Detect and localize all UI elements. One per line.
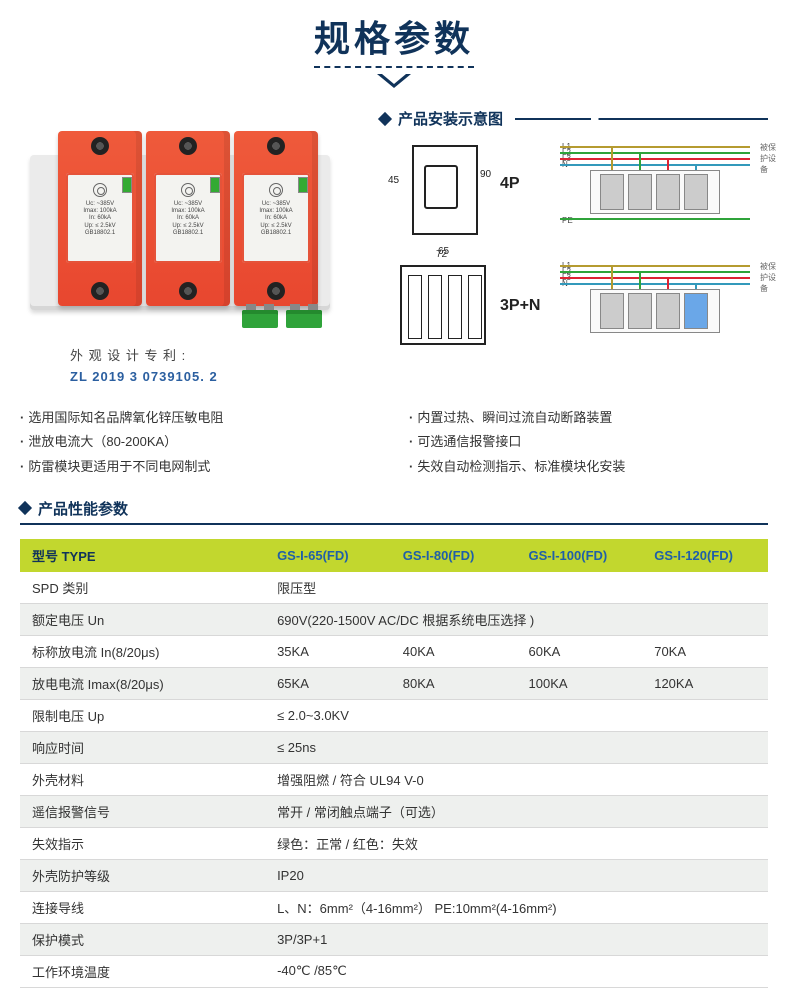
product-illustration: Uc: ~385V Imax: 100kA In: 60kA Up: ≤ 2.5… (30, 108, 330, 328)
spec-header-type: 型号 TYPE (20, 539, 265, 572)
spec-key: 工作环境温度 (20, 955, 265, 987)
spec-key: 连接导线 (20, 891, 265, 923)
dimension-diagram-3pn: 72 3P+N (380, 259, 530, 359)
spec-key: 响应时间 (20, 731, 265, 763)
plate-uc: Uc: ~385V (70, 201, 130, 208)
install-heading: 产品安装示意图 (380, 108, 768, 129)
spec-row: 标称放电流 In(8/20μs)35KA40KA60KA70KA (20, 635, 768, 667)
label-4p: 4P (500, 175, 520, 193)
plate-std: GB18802.1 (70, 230, 130, 237)
spec-key: 保护模式 (20, 923, 265, 955)
title-block: 规格参数 (20, 0, 768, 94)
wiring-diagram-4p: L1 L2 L3 N PE 被保护设备 (560, 140, 760, 240)
spec-value: IP20 (265, 859, 768, 891)
spec-value: 100KA (517, 667, 643, 699)
spec-row: 限制电压 Up≤ 2.0~3.0KV (20, 699, 768, 731)
spec-value: 35KA (265, 635, 391, 667)
spec-value: 65KA (265, 667, 391, 699)
spec-value: 120KA (642, 667, 768, 699)
spec-key: 外壳材料 (20, 763, 265, 795)
wiring-diagram-3pn: L1 L2 L3 N 被保护设备 (560, 259, 760, 359)
dim-4p-left: 45 (388, 175, 399, 186)
feature-item: 失效自动检测指示、标准模块化安装 (409, 455, 768, 480)
spec-key: 额定电压 Un (20, 603, 265, 635)
spec-heading: 产品性能参数 (20, 498, 768, 519)
patent-number: ZL 2019 3 0739105. 2 (70, 367, 360, 388)
feature-item: 防雷模块更适用于不同电网制式 (20, 455, 379, 480)
plate-in: In: 60kA (70, 215, 130, 222)
spec-key: 遥信报警信号 (20, 795, 265, 827)
spec-value: L、N：6mm²（4-16mm²） PE:10mm²(4-16mm²) (265, 891, 768, 923)
spec-row: 失效指示绿色：正常 / 红色：失效 (20, 827, 768, 859)
feature-list-right: 内置过热、瞬间过流自动断路装置 可选通信报警接口 失效自动检测指示、标准模块化安… (409, 406, 768, 480)
spec-value: 40KA (391, 635, 517, 667)
spec-value: 3P/3P+1 (265, 923, 768, 955)
spec-value: ≤ 2.0~3.0KV (265, 699, 768, 731)
feature-item: 泄放电流大（80-200KA） (20, 430, 379, 455)
feature-item: 可选通信报警接口 (409, 430, 768, 455)
spec-value: 690V(220-1500V AC/DC 根据系统电压选择 ) (265, 603, 768, 635)
spec-header-model: GS-I-120(FD) (642, 539, 768, 572)
label-3pn: 3P+N (500, 297, 540, 315)
spec-header-model: GS-I-65(FD) (265, 539, 391, 572)
spec-heading-text: 产品性能参数 (38, 498, 128, 519)
diamond-icon (18, 501, 32, 515)
feature-item: 选用国际知名品牌氧化锌压敏电阻 (20, 406, 379, 431)
spec-row: SPD 类别限压型 (20, 572, 768, 604)
spec-header-model: GS-I-100(FD) (517, 539, 643, 572)
dim-4p-right: 90 (480, 169, 491, 180)
spec-key: 标称放电流 In(8/20μs) (20, 635, 265, 667)
diamond-icon (378, 111, 392, 125)
spec-row: 遥信报警信号常开 / 常闭触点端子（可选） (20, 795, 768, 827)
spec-row: 额定电压 Un690V(220-1500V AC/DC 根据系统电压选择 ) (20, 603, 768, 635)
title-arrow-icon (377, 74, 411, 90)
spec-row: 连接导线L、N：6mm²（4-16mm²） PE:10mm²(4-16mm²) (20, 891, 768, 923)
spec-value: 增强阻燃 / 符合 UL94 V-0 (265, 763, 768, 795)
spec-value: -40℃ /85℃ (265, 955, 768, 987)
spec-table: 型号 TYPE GS-I-65(FD) GS-I-80(FD) GS-I-100… (20, 539, 768, 988)
spec-value: 绿色：正常 / 红色：失效 (265, 827, 768, 859)
page-title: 规格参数 (314, 10, 474, 68)
spec-value: 60KA (517, 635, 643, 667)
spec-key: 失效指示 (20, 827, 265, 859)
patent-info: 外 观 设 计 专 利 : ZL 2019 3 0739105. 2 (70, 346, 360, 388)
spec-value: 80KA (391, 667, 517, 699)
spec-row: 外壳材料增强阻燃 / 符合 UL94 V-0 (20, 763, 768, 795)
spec-value: 常开 / 常闭触点端子（可选） (265, 795, 768, 827)
spec-row: 外壳防护等级IP20 (20, 859, 768, 891)
plate-imax: Imax: 100kA (70, 208, 130, 215)
feature-list-left: 选用国际知名品牌氧化锌压敏电阻 泄放电流大（80-200KA） 防雷模块更适用于… (20, 406, 379, 480)
feature-item: 内置过热、瞬间过流自动断路装置 (409, 406, 768, 431)
terminal-block (286, 310, 322, 328)
spec-key: 外壳防护等级 (20, 859, 265, 891)
patent-label: 外 观 设 计 专 利 : (70, 346, 360, 367)
spec-value: ≤ 25ns (265, 731, 768, 763)
spec-key: SPD 类别 (20, 572, 265, 604)
plate-up: Up: ≤ 2.5kV (70, 223, 130, 230)
spec-value: 70KA (642, 635, 768, 667)
terminal-block (242, 310, 278, 328)
spec-key: 限制电压 Up (20, 699, 265, 731)
spec-row: 工作环境温度-40℃ /85℃ (20, 955, 768, 987)
dim-3pn-top: 72 (436, 249, 447, 260)
spec-header-model: GS-I-80(FD) (391, 539, 517, 572)
spec-row: 保护模式3P/3P+1 (20, 923, 768, 955)
dimension-diagram-4p: 45 90 65 4P (380, 135, 530, 245)
spec-row: 响应时间≤ 25ns (20, 731, 768, 763)
spec-key: 放电电流 Imax(8/20μs) (20, 667, 265, 699)
install-heading-text: 产品安装示意图 (398, 108, 503, 129)
spec-value: 限压型 (265, 572, 768, 604)
spec-row: 放电电流 Imax(8/20μs)65KA80KA100KA120KA (20, 667, 768, 699)
